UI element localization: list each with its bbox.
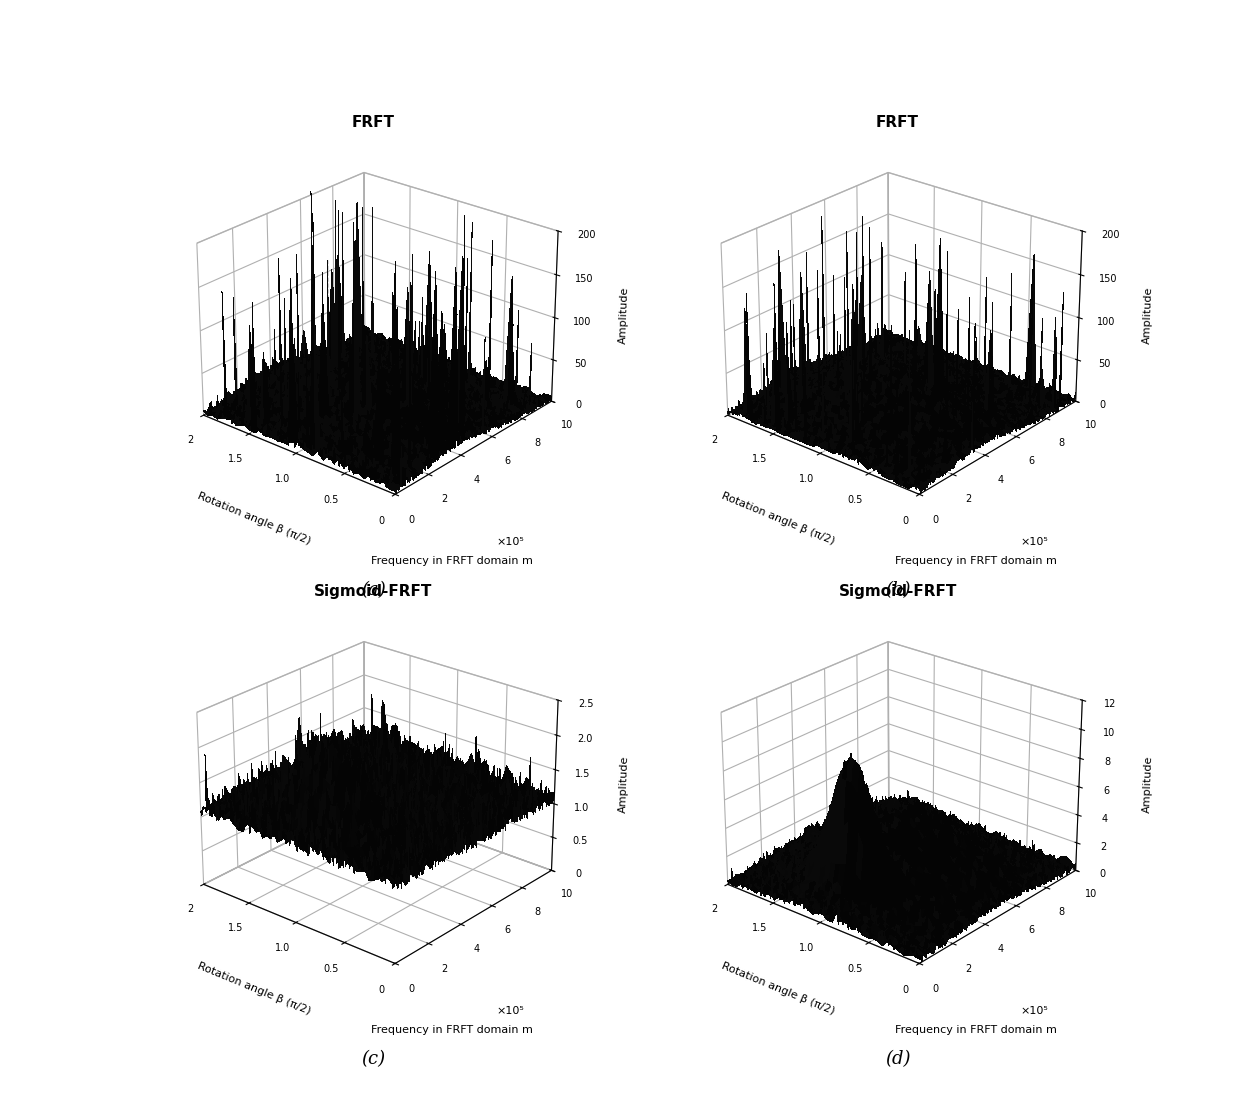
Title: Sigmoid-FRFT: Sigmoid-FRFT [314,584,433,599]
Text: Frequency in FRFT domain m: Frequency in FRFT domain m [895,556,1056,566]
Text: (d): (d) [885,1050,910,1069]
Text: ×10⁵: ×10⁵ [1021,1005,1048,1015]
Title: FRFT: FRFT [877,115,919,130]
Text: Frequency in FRFT domain m: Frequency in FRFT domain m [371,1025,532,1035]
Text: (a): (a) [361,581,386,600]
X-axis label: Rotation angle β (π/2): Rotation angle β (π/2) [720,961,836,1016]
X-axis label: Rotation angle β (π/2): Rotation angle β (π/2) [196,491,312,547]
Text: (c): (c) [361,1050,386,1069]
Text: Frequency in FRFT domain m: Frequency in FRFT domain m [371,556,532,566]
Text: ×10⁵: ×10⁵ [496,1005,525,1015]
Text: (b): (b) [885,581,910,600]
X-axis label: Rotation angle β (π/2): Rotation angle β (π/2) [196,961,312,1016]
Title: FRFT: FRFT [352,115,394,130]
X-axis label: Rotation angle β (π/2): Rotation angle β (π/2) [720,491,836,547]
Text: Frequency in FRFT domain m: Frequency in FRFT domain m [895,1025,1056,1035]
Text: ×10⁵: ×10⁵ [496,536,525,546]
Title: Sigmoid-FRFT: Sigmoid-FRFT [838,584,957,599]
Text: ×10⁵: ×10⁵ [1021,536,1048,546]
